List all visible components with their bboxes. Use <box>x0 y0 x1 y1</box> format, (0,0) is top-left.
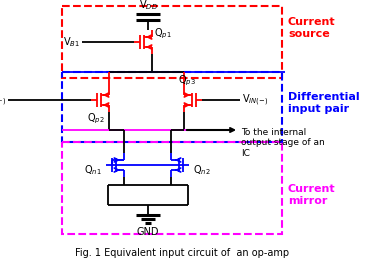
Text: Current
mirror: Current mirror <box>288 184 336 206</box>
Text: Q$_{n1}$: Q$_{n1}$ <box>84 163 102 177</box>
Text: V$_{B1}$: V$_{B1}$ <box>63 35 80 49</box>
Text: V$_{IN(-)}$: V$_{IN(-)}$ <box>242 92 268 108</box>
Text: Q$_{p2}$: Q$_{p2}$ <box>87 112 105 126</box>
Text: V$_{IN(+)}$: V$_{IN(+)}$ <box>0 92 6 108</box>
Text: Fig. 1 Equivalent input circuit of  an op-amp: Fig. 1 Equivalent input circuit of an op… <box>75 248 289 258</box>
Text: GND: GND <box>137 227 159 237</box>
Text: Q$_{p3}$: Q$_{p3}$ <box>178 74 196 88</box>
Text: Q$_{p1}$: Q$_{p1}$ <box>154 27 172 41</box>
Text: To the internal
output stage of an
IC: To the internal output stage of an IC <box>241 128 325 158</box>
Text: V$_{DD}$: V$_{DD}$ <box>139 0 157 12</box>
Text: Current
source: Current source <box>288 17 336 39</box>
Text: Q$_{n2}$: Q$_{n2}$ <box>193 163 211 177</box>
Text: Differential
input pair: Differential input pair <box>288 92 360 114</box>
